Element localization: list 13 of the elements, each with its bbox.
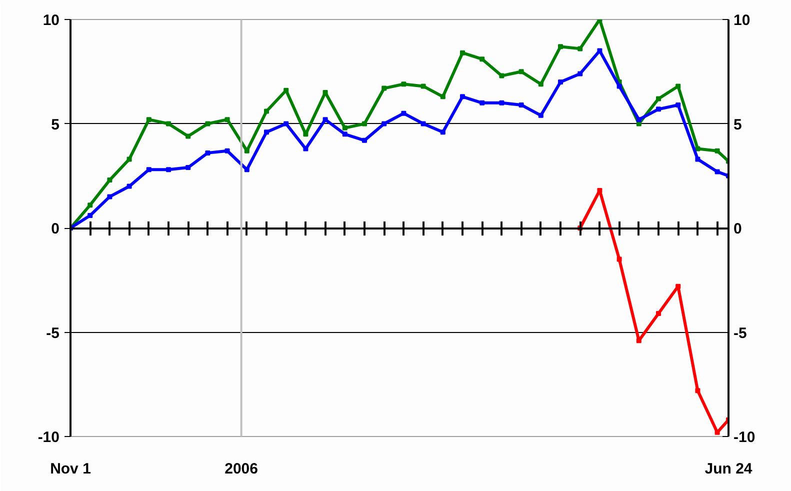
y-tick-label: 10 xyxy=(42,12,60,29)
y-tick-label: 0 xyxy=(51,220,60,238)
y-tick-label: -10 xyxy=(38,429,60,446)
y2-tick-label: -10 xyxy=(734,429,756,446)
x-tick-label: Nov 1 xyxy=(50,460,91,478)
y2-tick-label: 0 xyxy=(734,220,742,238)
y-tick-label: 5 xyxy=(51,116,60,134)
y-tick-label: -5 xyxy=(46,324,60,342)
x-tick-label: 2006 xyxy=(224,460,258,478)
y2-tick-label: 10 xyxy=(734,12,750,29)
y2-tick-label: 5 xyxy=(734,116,742,134)
y2-tick-label: -5 xyxy=(734,324,747,342)
x-tick-label: Jun 24 xyxy=(704,460,753,478)
